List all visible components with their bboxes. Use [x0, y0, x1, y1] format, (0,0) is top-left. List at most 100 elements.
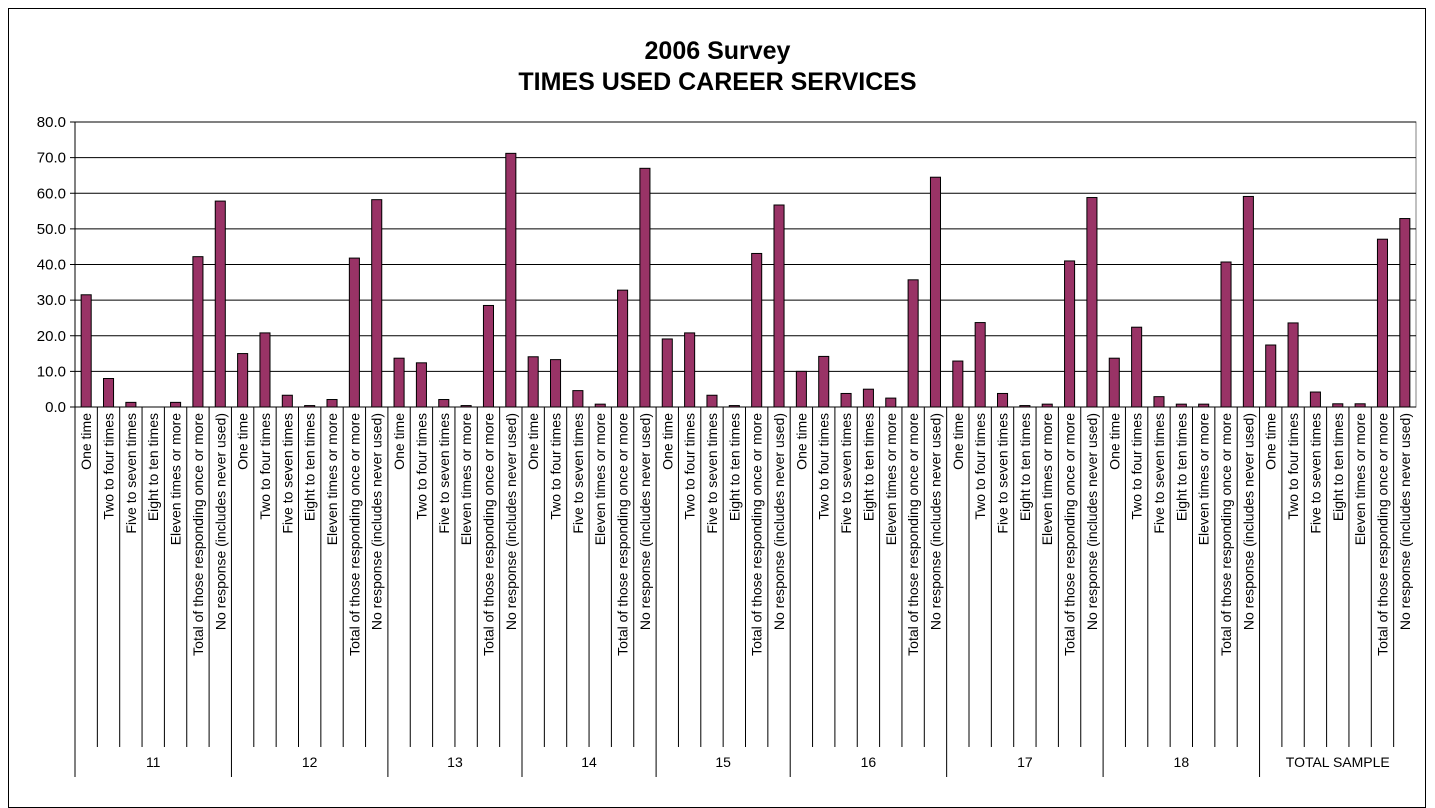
category-label: Eleven times or more: [1039, 413, 1055, 545]
bar: [862, 388, 874, 408]
bar: [237, 353, 249, 408]
category-label: Five to seven times: [1307, 413, 1323, 534]
category-label: Eight to ten times: [1330, 413, 1346, 521]
y-tick-label: 40.0: [37, 257, 66, 274]
bar: [214, 200, 226, 408]
bar: [706, 394, 718, 408]
category-label: Two to four times: [413, 413, 429, 520]
bar: [1064, 260, 1076, 408]
bar: [639, 167, 651, 408]
category-label: No response (includes never used): [1240, 413, 1256, 630]
chart-title-line-2: TIMES USED CAREER SERVICES: [518, 68, 917, 96]
category-label: No response (includes never used): [369, 413, 385, 630]
bar: [1019, 405, 1031, 408]
category-label: Eleven times or more: [1196, 413, 1212, 545]
category-label: One time: [1106, 413, 1122, 470]
group-label: 17: [1017, 754, 1033, 770]
group-label: 11: [146, 754, 161, 770]
category-label: Five to seven times: [1151, 413, 1167, 534]
category-label: Eight to ten times: [145, 413, 161, 521]
category-label: One time: [1263, 413, 1279, 470]
category-label: Total of those responding once or more: [346, 413, 362, 656]
bar: [527, 356, 539, 408]
bar: [1108, 357, 1120, 408]
category-label: Eleven times or more: [324, 413, 340, 545]
category-label: Total of those responding once or more: [749, 413, 765, 656]
category-label: No response (includes never used): [771, 413, 787, 630]
y-tick-label: 50.0: [37, 221, 66, 238]
category-label: No response (includes never used): [1084, 413, 1100, 630]
category-label: No response (includes never used): [637, 413, 653, 630]
category-label: One time: [659, 413, 675, 470]
bar: [661, 338, 673, 408]
bar: [684, 332, 696, 408]
group-label: 13: [447, 754, 463, 770]
bar: [259, 332, 271, 408]
bar: [170, 401, 182, 408]
bar: [1153, 396, 1165, 408]
bar: [885, 397, 897, 408]
group-label: TOTAL SAMPLE: [1286, 754, 1390, 770]
y-tick-label: 80.0: [37, 114, 66, 131]
y-tick-label: 30.0: [37, 292, 66, 309]
chart-title-line-1: 2006 Survey: [644, 37, 791, 65]
bar: [1354, 403, 1366, 408]
category-label: Five to seven times: [436, 413, 452, 534]
bar: [907, 279, 919, 408]
bar: [1399, 218, 1411, 408]
bar: [952, 360, 964, 408]
category-label: One time: [950, 413, 966, 470]
y-tick-label: 10.0: [37, 363, 66, 380]
category-label: Eleven times or more: [1352, 413, 1368, 545]
bar: [728, 405, 740, 408]
category-label: Total of those responding once or more: [1218, 413, 1234, 656]
category-label: One time: [793, 413, 809, 470]
category-label: Five to seven times: [838, 413, 854, 534]
y-tick-label: 60.0: [37, 185, 66, 202]
chart-title: 2006 Survey TIMES USED CAREER SERVICES: [0, 36, 1435, 98]
category-label: Total of those responding once or more: [480, 413, 496, 656]
category-label: No response (includes never used): [1397, 413, 1413, 630]
bar: [1287, 322, 1299, 408]
category-label: Eleven times or more: [883, 413, 899, 545]
category-label: Eight to ten times: [860, 413, 876, 521]
bar: [102, 378, 115, 408]
bar: [460, 405, 472, 408]
bar: [80, 294, 92, 408]
bar: [996, 392, 1009, 408]
bar: [1309, 391, 1321, 408]
category-label: Eleven times or more: [168, 413, 184, 545]
bar: [192, 256, 204, 408]
bar: [974, 322, 986, 408]
category-label: Five to seven times: [570, 413, 586, 534]
category-label: Two to four times: [1285, 413, 1301, 520]
bar: [840, 392, 852, 408]
y-tick-label: 20.0: [37, 328, 66, 345]
category-label: Two to four times: [1129, 413, 1145, 520]
category-label: Five to seven times: [123, 413, 139, 534]
bar: [795, 370, 807, 408]
bar: [751, 252, 763, 408]
chart-frame: [8, 8, 1426, 808]
category-label: Five to seven times: [279, 413, 295, 534]
category-label: Total of those responding once or more: [1062, 413, 1078, 656]
category-label: One time: [391, 413, 407, 470]
bar: [1131, 326, 1143, 408]
bar: [326, 399, 338, 408]
bar: [1198, 403, 1210, 408]
bar: [438, 399, 450, 408]
bar: [415, 362, 427, 408]
category-label: Total of those responding once or more: [1374, 413, 1390, 656]
bar: [818, 355, 830, 408]
category-label: Five to seven times: [995, 413, 1011, 534]
category-label: Two to four times: [548, 413, 564, 520]
category-label: Two to four times: [257, 413, 273, 520]
bar: [1332, 403, 1344, 408]
bar: [281, 394, 293, 408]
category-label: Two to four times: [816, 413, 832, 520]
bar: [1175, 403, 1187, 408]
group-label: 18: [1174, 754, 1190, 770]
category-label: Two to four times: [682, 413, 698, 520]
bar: [549, 359, 562, 408]
bar: [1086, 197, 1098, 408]
